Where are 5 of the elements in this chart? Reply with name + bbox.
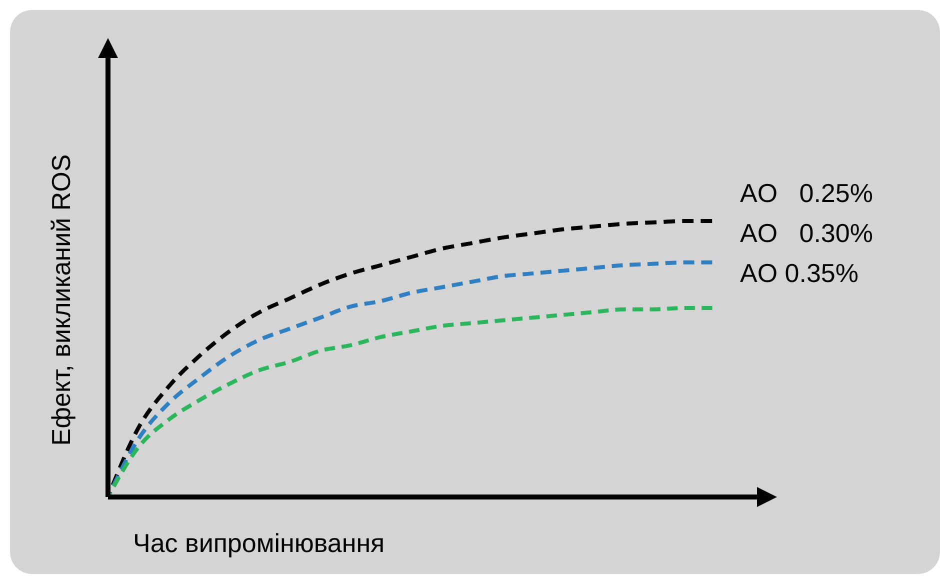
series-label: AO 0.30%	[740, 218, 873, 248]
series-label: AO 0.35%	[740, 258, 859, 288]
series-label: AO 0.25%	[740, 178, 873, 208]
x-axis-title: Час випромінювання	[133, 528, 385, 558]
y-axis-title: Ефект, викликаний ROS	[46, 154, 76, 446]
